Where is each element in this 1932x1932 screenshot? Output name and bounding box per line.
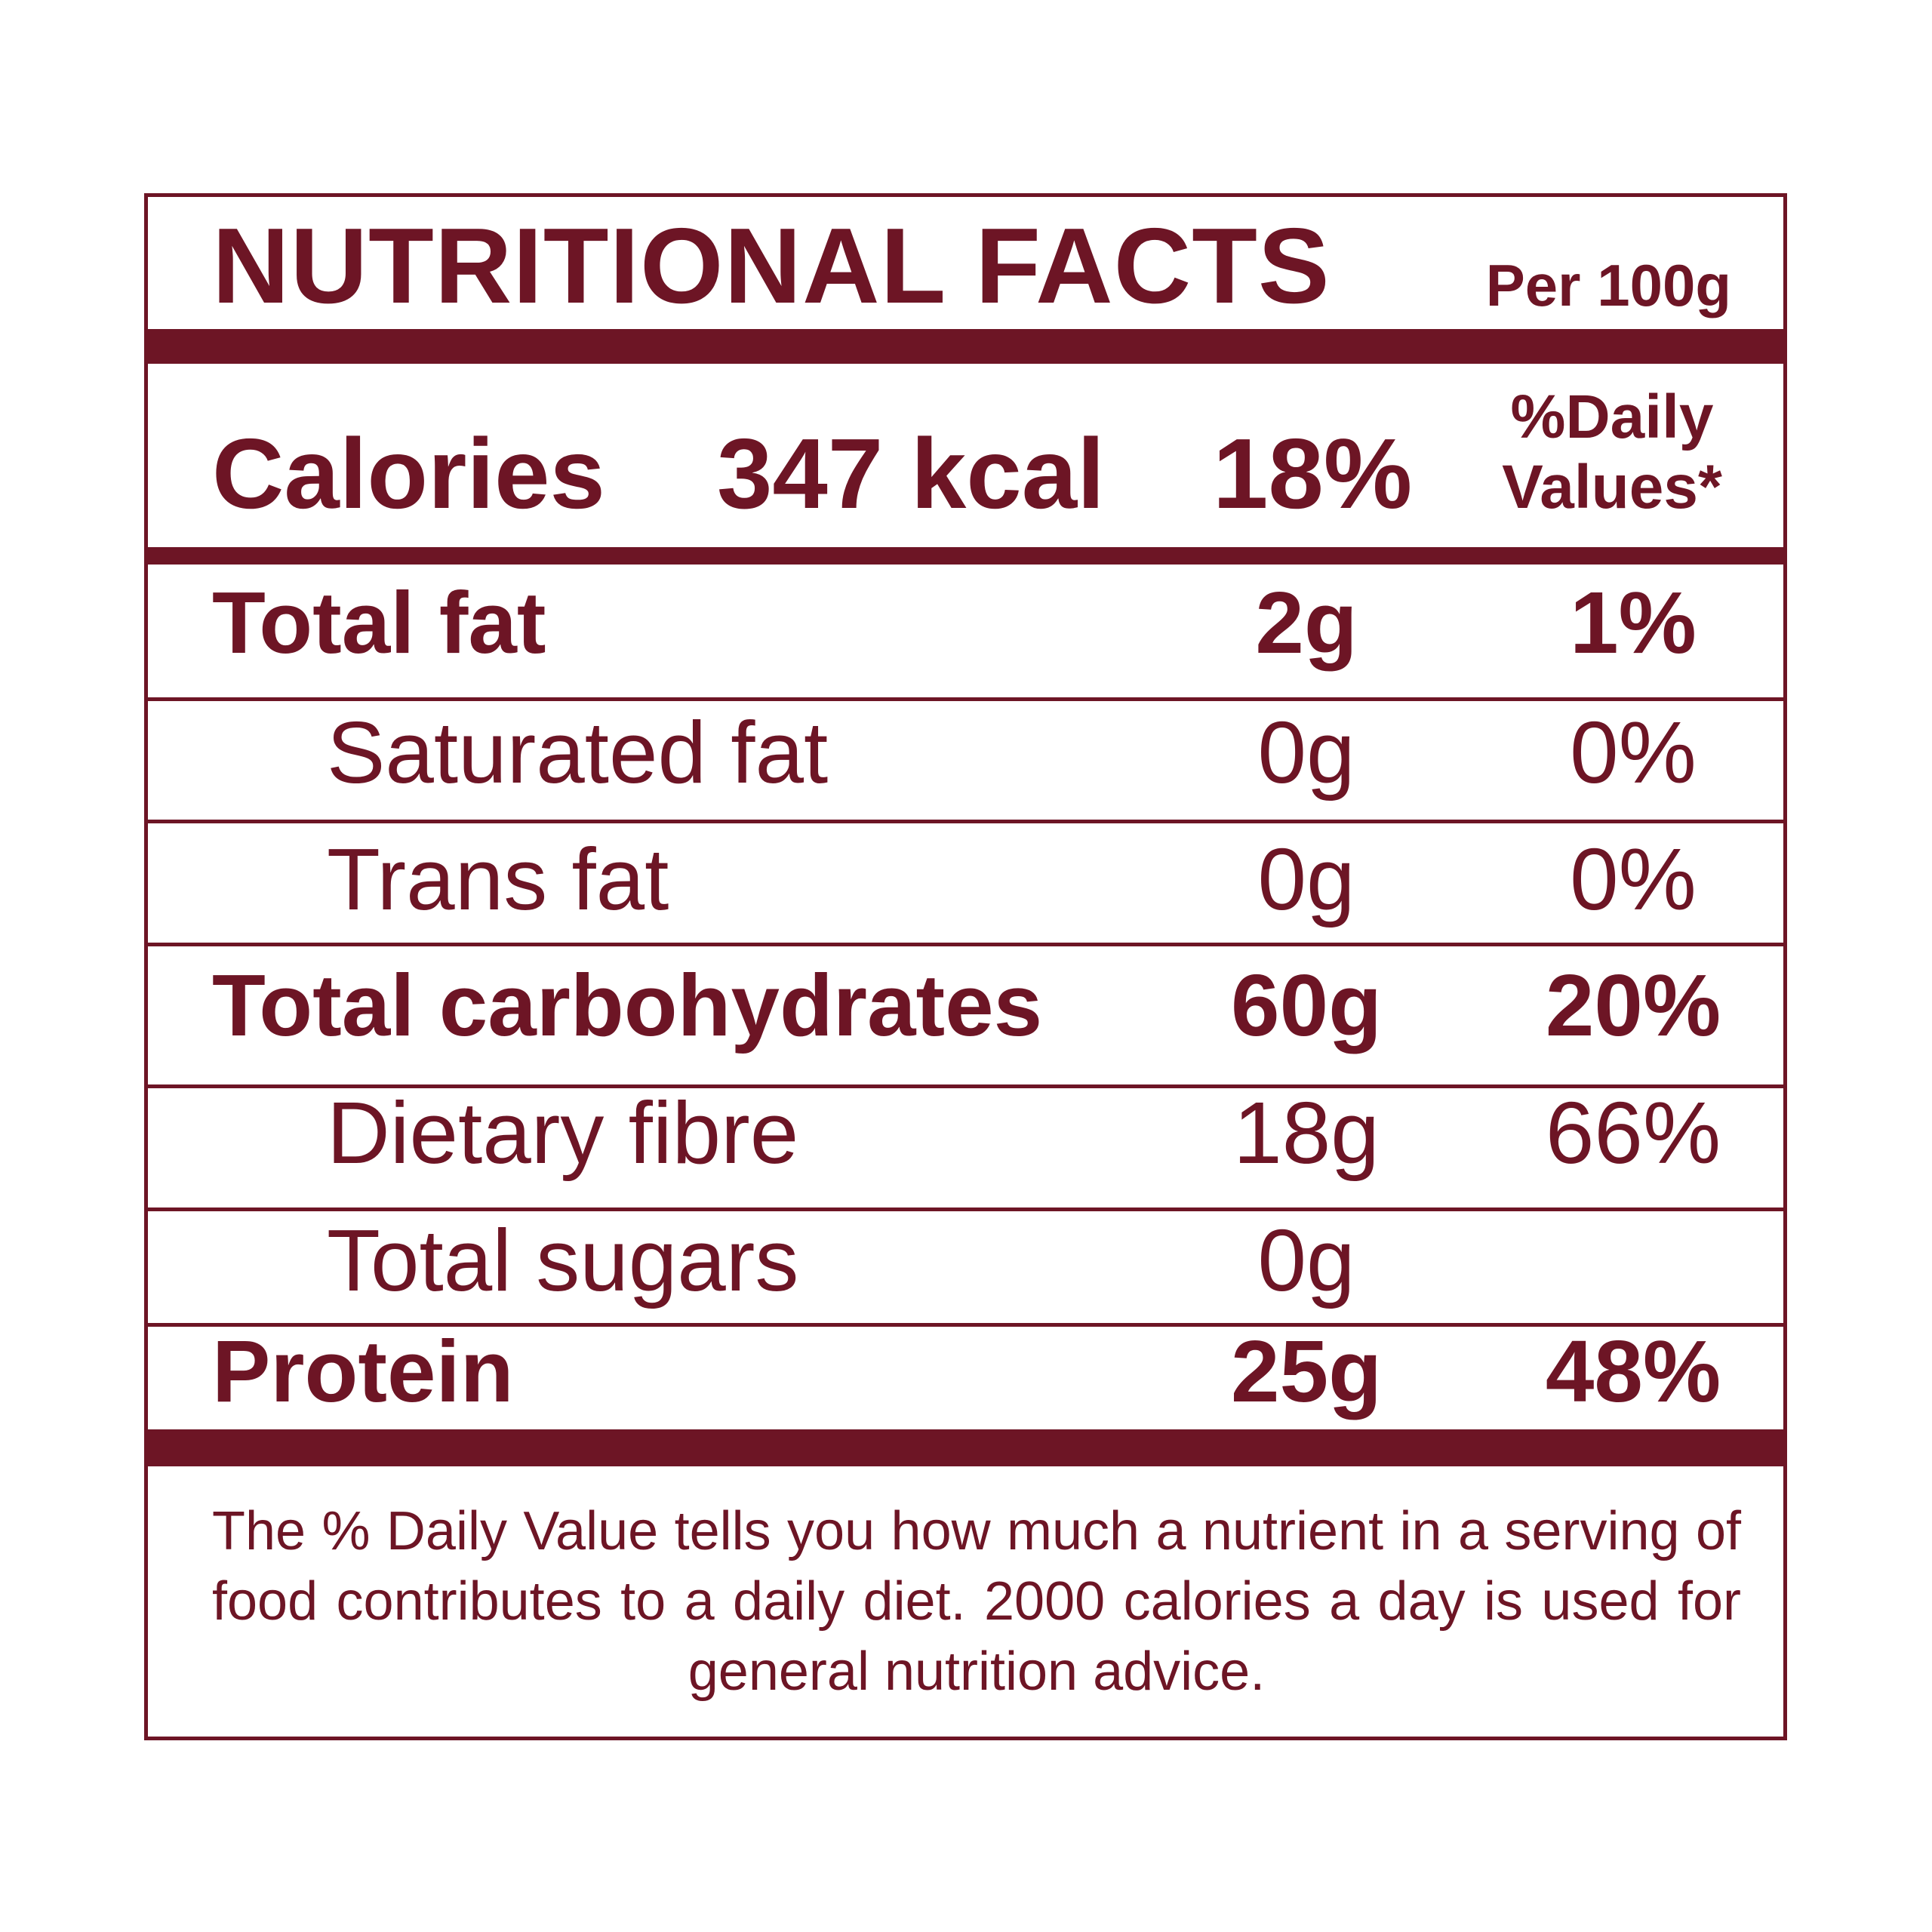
row-label: Saturated fat	[327, 703, 829, 801]
calories-amount: 347 kcal	[717, 418, 1105, 530]
row-amount: 0g	[1257, 1211, 1355, 1309]
row-rule	[144, 697, 1787, 701]
row-daily-value: 48%	[1545, 1321, 1721, 1420]
row-amount: 60g	[1231, 955, 1382, 1054]
row-rule	[144, 1084, 1787, 1088]
row-label: Dietary fibre	[327, 1083, 799, 1182]
serving: Per 100g	[1485, 252, 1731, 318]
row-amount: 2g	[1255, 573, 1358, 672]
row-label: Total carbohydrates	[212, 955, 1043, 1054]
calories-daily-value: 18%	[1213, 418, 1413, 530]
row-daily-value: 0%	[1570, 829, 1697, 928]
footnote: The % Daily Value tells you how much a n…	[212, 1501, 1741, 1702]
calories-label: Calories	[212, 418, 605, 530]
thick-bar	[144, 1429, 1787, 1466]
row-amount: 18g	[1233, 1083, 1380, 1182]
row-rule	[144, 820, 1787, 823]
title: NUTRITIONAL FACTS	[212, 205, 1331, 326]
thick-bar	[144, 547, 1787, 565]
row-daily-value: 1%	[1570, 573, 1697, 672]
row-rule	[144, 1208, 1787, 1211]
row-label: Trans fat	[327, 829, 669, 928]
dv-heading: Values*	[1502, 452, 1722, 521]
row-rule	[144, 1323, 1787, 1327]
row-daily-value: 0%	[1570, 703, 1697, 801]
row-rule	[144, 943, 1787, 946]
thick-bar	[144, 329, 1787, 364]
label-border	[144, 193, 1787, 1740]
dv-heading: %Daily	[1510, 382, 1714, 451]
row-amount: 0g	[1257, 703, 1355, 801]
row-label: Total fat	[212, 573, 546, 672]
row-daily-value: 66%	[1545, 1083, 1721, 1182]
row-label: Total sugars	[327, 1211, 799, 1309]
row-amount: 25g	[1231, 1321, 1382, 1420]
row-daily-value: 20%	[1545, 955, 1721, 1054]
row-label: Protein	[212, 1321, 514, 1420]
row-amount: 0g	[1257, 829, 1355, 928]
